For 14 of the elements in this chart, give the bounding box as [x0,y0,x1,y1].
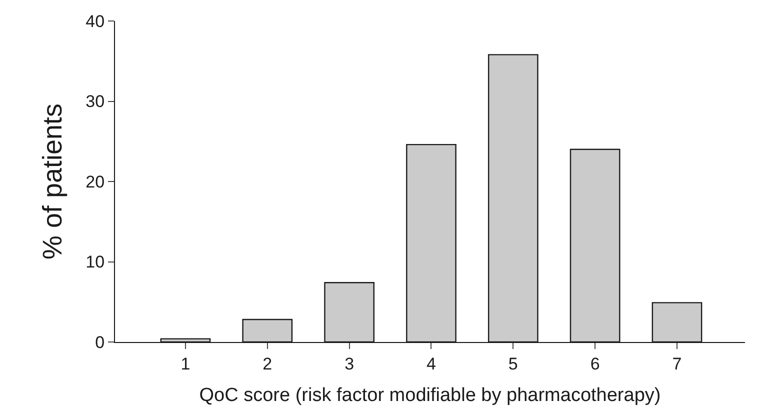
x-axis-title: QoC score (risk factor modifiable by pharmacotherapy) [199,385,661,406]
y-tick-label: 10 [86,252,105,272]
x-tick-label: 7 [672,354,682,374]
x-tick-label: 6 [590,354,600,374]
x-tick-label: 4 [426,354,436,374]
x-tick-label: 1 [180,354,190,374]
x-tick-label: 5 [508,354,518,374]
y-tick-label: 0 [95,332,105,352]
y-tick-label: 40 [86,12,105,31]
y-tick-label: 20 [86,172,105,192]
x-tick-label: 3 [344,354,354,374]
y-tick-label: 30 [86,92,105,112]
x-tick-label: 2 [262,354,272,374]
y-axis-title: % of patients [38,103,68,260]
